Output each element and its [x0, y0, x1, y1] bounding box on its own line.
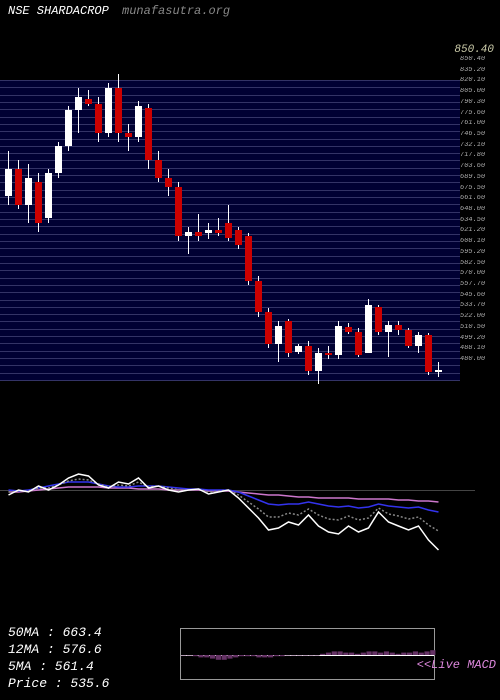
price-chart [0, 30, 460, 400]
y-tick-label: 570.00 [460, 270, 485, 277]
y-tick-label: 850.40 [460, 56, 485, 63]
y-tick-label: 675.50 [460, 185, 485, 192]
y-tick-label: 510.50 [460, 324, 485, 331]
y-tick-label: 582.50 [460, 260, 485, 267]
live-macd-label: <<Live MACD [417, 658, 496, 672]
y-tick-label: 557.70 [460, 281, 485, 288]
y-tick-label: 820.10 [460, 77, 485, 84]
indicator-line: 50MA : 663.4 [8, 624, 109, 641]
y-tick-label: 480.00 [460, 356, 485, 363]
indicator-readout: 50MA : 663.412MA : 576.65MA : 561.4Price… [8, 624, 109, 692]
y-tick-label: 499.20 [460, 335, 485, 342]
symbol-label: NSE SHARDACROP [8, 4, 109, 18]
live-macd-hist [181, 629, 436, 681]
y-tick-label: 621.20 [460, 227, 485, 234]
y-tick-label: 805.00 [460, 88, 485, 95]
macd-lines [0, 440, 475, 615]
y-tick-label: 661.60 [460, 195, 485, 202]
y-tick-label: 746.50 [460, 131, 485, 138]
y-axis-labels: 850.40 835.20 820.10 805.00 790.30 775.60 761.… [460, 30, 498, 400]
y-tick-label: 689.50 [460, 174, 485, 181]
y-tick-label: 732.10 [460, 142, 485, 149]
candle-layer [0, 60, 460, 430]
y-tick-label: 545.60 [460, 292, 485, 299]
y-tick-label: 488.10 [460, 345, 485, 352]
macd-chart [0, 440, 475, 615]
y-tick-label: 533.70 [460, 302, 485, 309]
y-tick-label: 790.30 [460, 99, 485, 106]
y-tick-label: 634.50 [460, 217, 485, 224]
y-tick-label: 522.00 [460, 313, 485, 320]
y-tick-label: 775.60 [460, 110, 485, 117]
y-tick-label: 703.60 [460, 163, 485, 170]
site-label: munafasutra.org [122, 4, 230, 18]
y-tick-label: 608.10 [460, 238, 485, 245]
indicator-line: 12MA : 576.6 [8, 641, 109, 658]
y-tick-label: 835.20 [460, 67, 485, 74]
y-tick-label: 648.00 [460, 206, 485, 213]
y-tick-label: 595.20 [460, 249, 485, 256]
indicator-line: 5MA : 561.4 [8, 658, 109, 675]
y-tick-label: 761.00 [460, 120, 485, 127]
live-macd-box [180, 628, 435, 680]
chart-header: NSE SHARDACROP munafasutra.org [8, 4, 230, 18]
indicator-line: Price : 535.6 [8, 675, 109, 692]
y-tick-label: 717.80 [460, 152, 485, 159]
